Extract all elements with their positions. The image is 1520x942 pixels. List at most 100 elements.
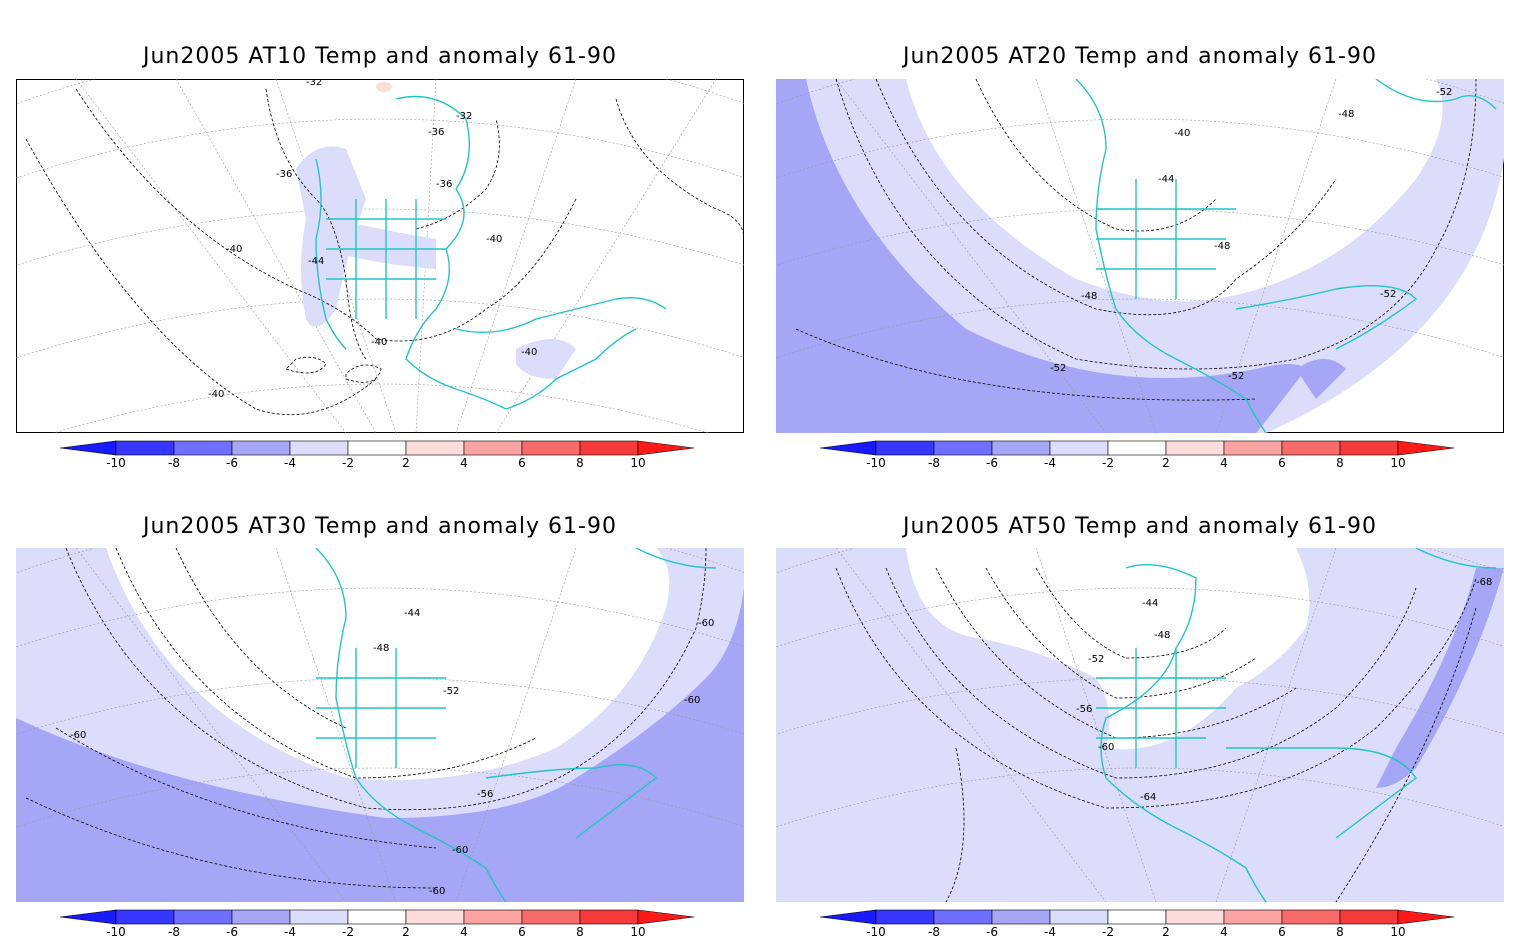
colorbar-segment [1339,440,1399,456]
contour-label: -48 [1214,241,1230,252]
contour-label: -52 [443,686,459,697]
contour-label: -56 [1076,704,1092,715]
colorbar-segment [463,909,523,925]
panel-title: Jun2005 AT50 Temp and anomaly 61-90 [903,514,1377,539]
colorbar-tick-label: -4 [284,925,296,939]
colorbar-tick-label: -2 [1102,456,1114,470]
colorbar-arrow-left [819,440,877,456]
colorbar-segment [1049,440,1109,456]
contour-label: -32 [456,111,472,122]
colorbar-segment [1165,909,1225,925]
colorbar-segment [875,440,935,456]
map-at10: -32 -32 -36 -36 -36 -40 -40 -40 -40 -44 … [16,79,744,433]
colorbar-segment [115,440,175,456]
colorbar-segment [173,909,233,925]
colorbar: -10 -8 -6 -4 -2 2 4 6 8 10 [59,440,695,470]
colorbar-segment [1107,909,1167,925]
colorbar-segment [1281,440,1341,456]
colorbar: -10 -8 -6 -4 -2 2 4 6 8 10 [819,440,1455,470]
colorbar-segment [521,440,581,456]
colorbar-segment [521,909,581,925]
colorbar-tick-label: -8 [928,925,940,939]
colorbar-segment [933,909,993,925]
colorbar-tick-label: -8 [168,925,180,939]
colorbar-tick-label: 4 [1220,925,1228,939]
colorbar-tick-label: 8 [576,456,584,470]
colorbar-tick-label: 6 [1278,925,1286,939]
colorbar-segment [347,440,407,456]
panel-title: Jun2005 AT10 Temp and anomaly 61-90 [143,44,617,69]
contour-label: -36 [436,179,452,190]
colorbar-tick-label: 6 [518,456,526,470]
colorbar-tick-label: -10 [866,456,886,470]
contour-label: -52 [1436,87,1452,98]
map-at20: -40 -44 -48 -48 -48 -52 -52 -52 -52 [776,79,1504,433]
anomaly-shading [776,548,1504,902]
colorbar-tick-label: -6 [986,456,998,470]
colorbar-segment [231,440,291,456]
contour-label: -36 [428,127,444,138]
contours [25,88,744,416]
colorbar-segment [1107,440,1167,456]
contour-label: -48 [1154,630,1170,641]
colorbar-segment [1223,440,1283,456]
colorbar-tick-label: 8 [1336,925,1344,939]
colorbar-tick-label: -6 [226,925,238,939]
contour-label: -40 [521,347,537,358]
colorbar-tick-label: -6 [226,456,238,470]
contour-label: -60 [70,730,86,741]
contour-label: -52 [1380,289,1396,300]
colorbar-segment [875,909,935,925]
colorbar: -10 -8 -6 -4 -2 2 4 6 8 10 [819,909,1455,939]
contour-label: -40 [226,244,242,255]
map-at30: -44 -48 -52 -56 -60 -60 -60 -60 -60 [16,548,744,902]
coastlines [1075,79,1497,433]
contour-label: -56 [477,789,493,800]
contour-labels: -32 -32 -36 -36 -36 -40 -40 -40 -40 -44 … [208,79,537,400]
contour-label: -40 [1174,128,1190,139]
colorbar-segment [579,440,639,456]
coastlines [1096,548,1497,902]
contours [795,79,1477,401]
contour-label: -52 [1228,371,1244,382]
coastlines [315,95,667,410]
colorbar-tick-label: -10 [106,925,126,939]
graticule [16,79,744,433]
contour-label: -48 [373,643,389,654]
contour-label: -32 [306,79,322,88]
colorbar-tick-label: 2 [1162,925,1170,939]
contour-label: -60 [684,695,700,706]
colorbar-tick-label: 4 [460,456,468,470]
colorbar-tick-label: -4 [1044,456,1056,470]
colorbar-segment [1223,909,1283,925]
colorbar-arrow-left [59,440,117,456]
contour-label: -68 [1476,577,1492,588]
contour-label: -40 [486,234,502,245]
contour-labels: -44 -48 -52 -56 -60 -60 -60 -60 -60 [70,608,714,897]
colorbar-segment [1339,909,1399,925]
contour-label: -40 [208,389,224,400]
contour-label: -52 [1088,654,1104,665]
contour-label: -60 [452,845,468,856]
colorbar-arrow-left [819,909,877,925]
map-at50: -44 -48 -52 -56 -60 -64 -68 [776,548,1504,902]
contour-label: -48 [1338,109,1354,120]
colorbar-tick-label: -2 [342,456,354,470]
colorbar-segment [289,909,349,925]
colorbar-tick-label: -10 [106,456,126,470]
contour-label: -44 [1158,174,1174,185]
contour-label: -60 [698,618,714,629]
colorbar-segment [405,909,465,925]
colorbar-segment [1281,909,1341,925]
colorbar-segment [289,440,349,456]
colorbar-segment [405,440,465,456]
contour-labels: -40 -44 -48 -48 -48 -52 -52 -52 -52 [1050,87,1452,382]
colorbar-tick-label: -4 [1044,925,1056,939]
anomaly-shading [776,79,1504,433]
colorbar-tick-label: 6 [518,925,526,939]
contour-label: -40 [371,337,387,348]
colorbar-tick-label: -4 [284,456,296,470]
colorbar-tick-label: -10 [866,925,886,939]
colorbar-arrow-right [637,909,695,925]
colorbar-tick-label: -6 [986,925,998,939]
